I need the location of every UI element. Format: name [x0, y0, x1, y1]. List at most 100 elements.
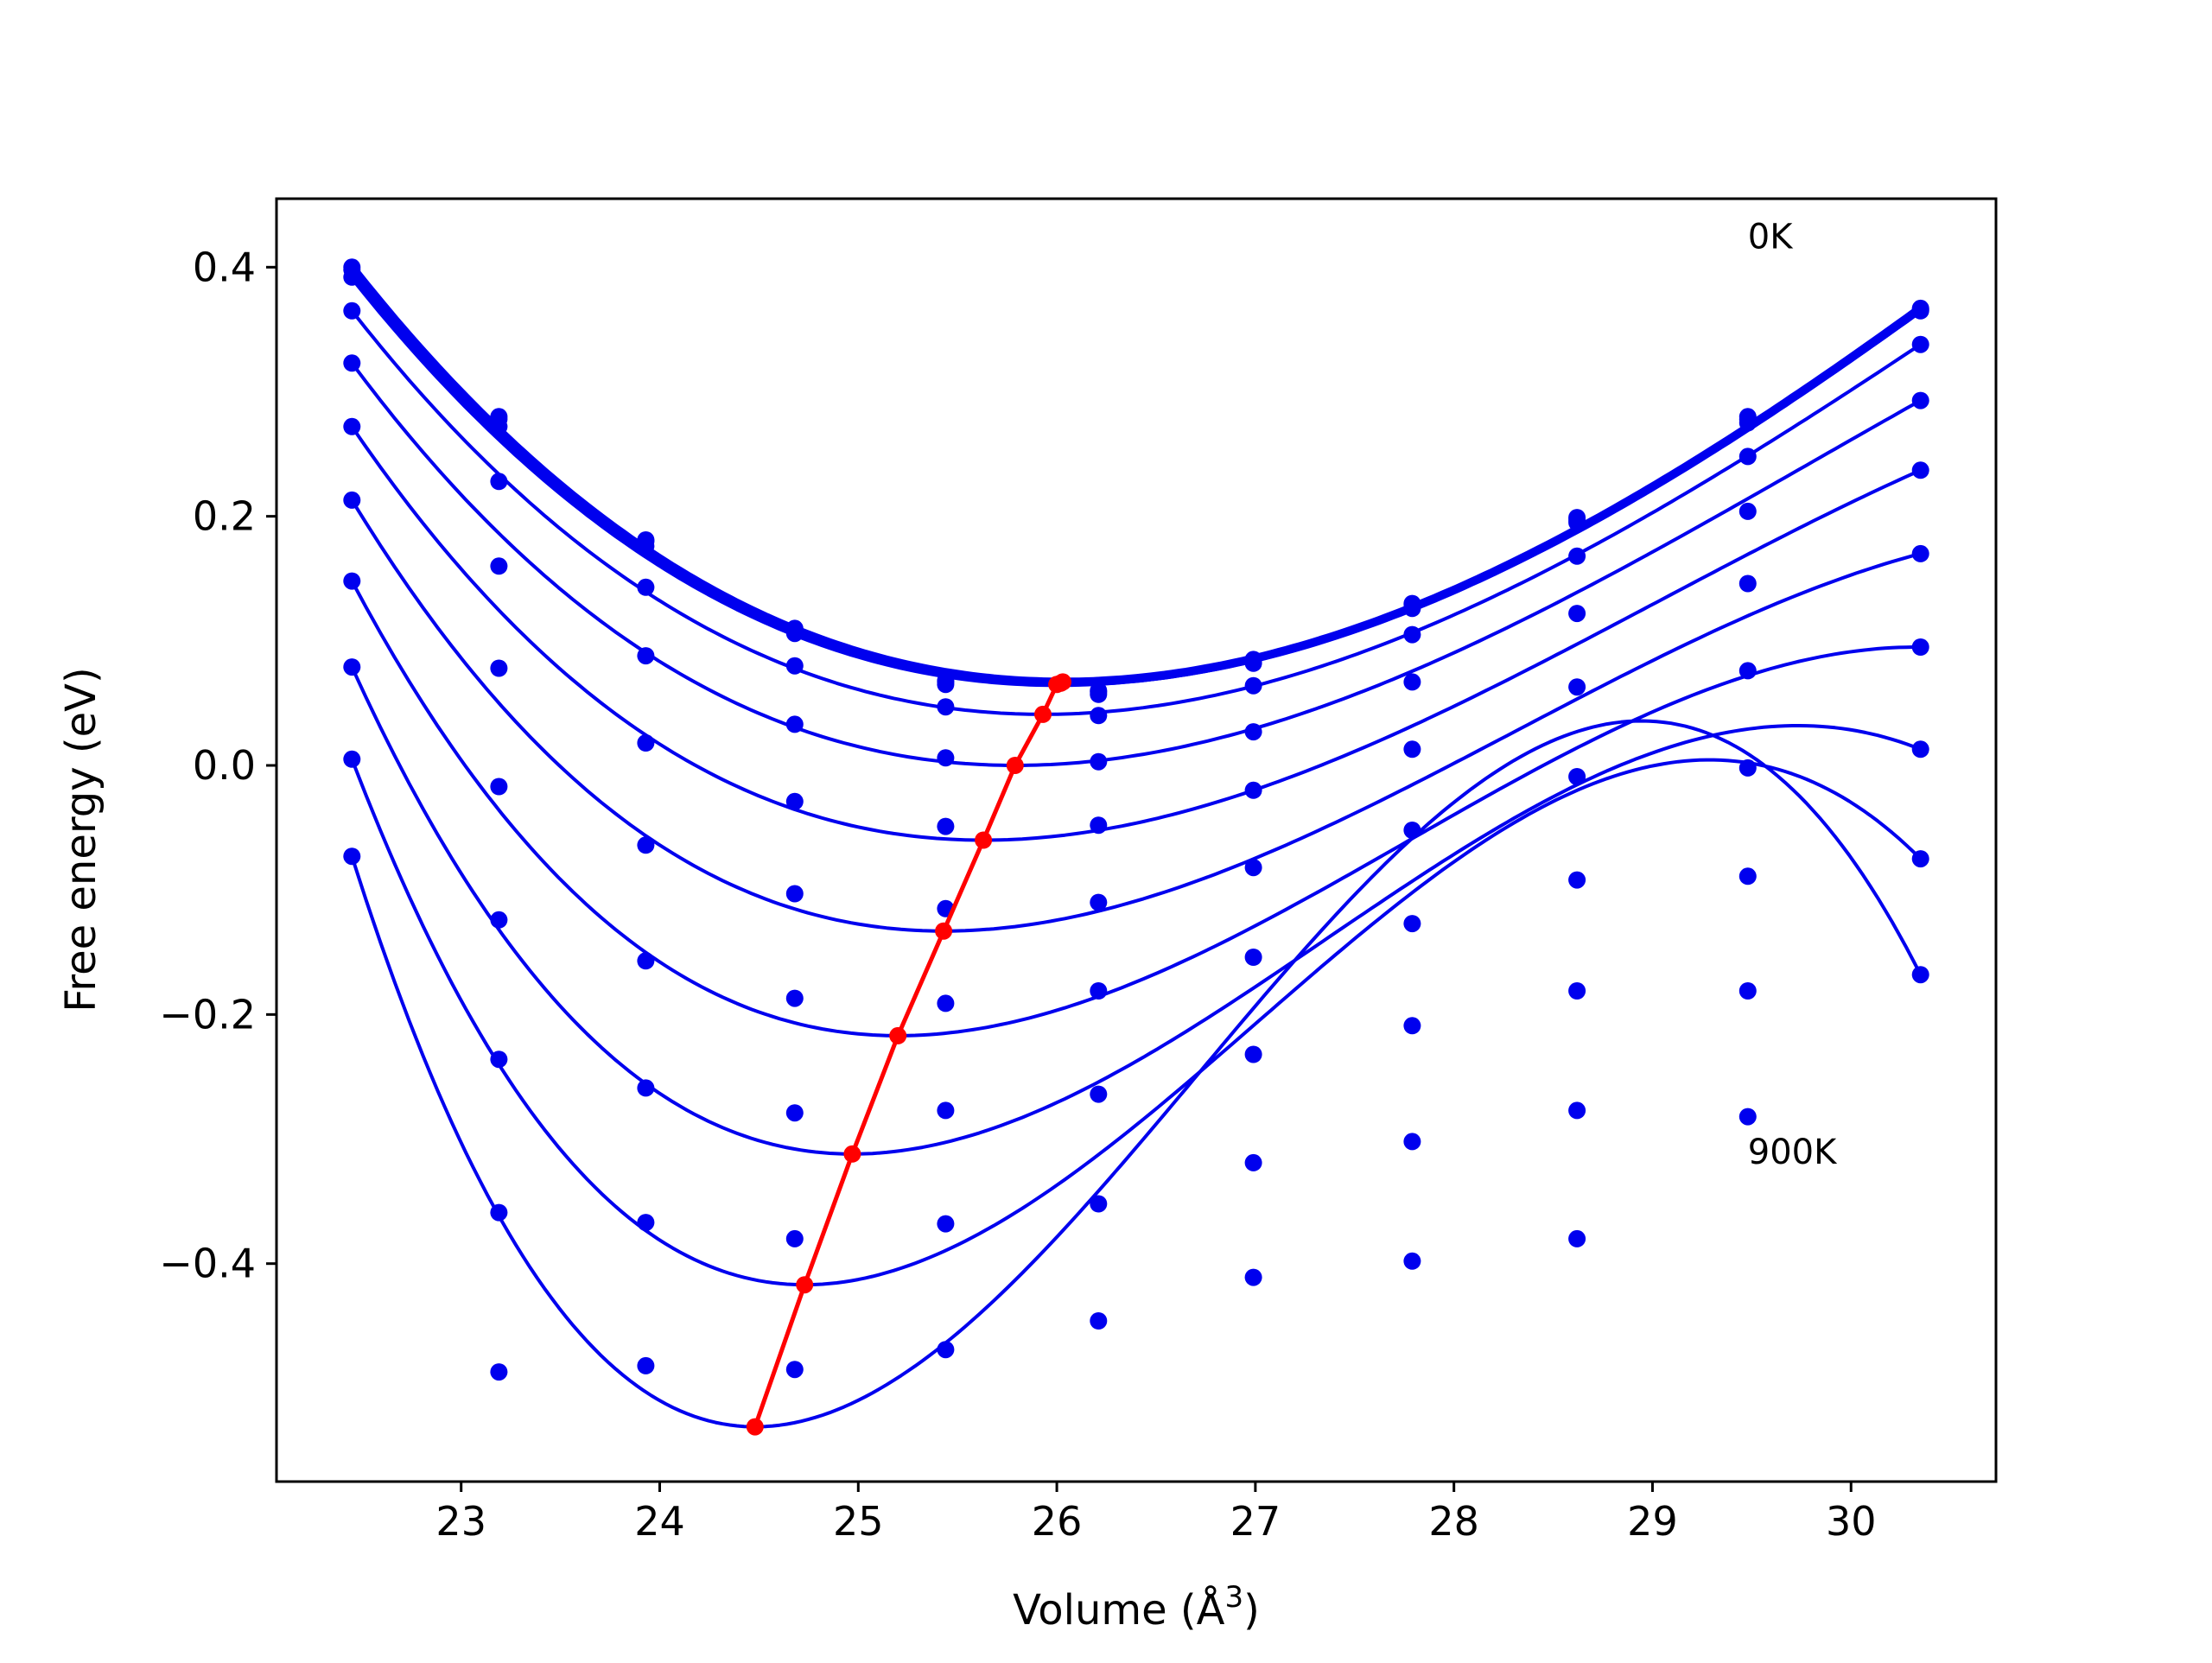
- y-tick-label: 0.0: [193, 742, 256, 789]
- data-point: [1911, 850, 1929, 868]
- minimum-point: [889, 1026, 907, 1044]
- data-point: [1090, 1085, 1108, 1103]
- data-point: [785, 715, 804, 733]
- x-tick-label: 30: [1826, 1498, 1877, 1545]
- data-point: [1090, 893, 1108, 911]
- minimum-line: [746, 673, 1071, 1436]
- data-point: [1911, 391, 1929, 409]
- data-point: [937, 749, 955, 767]
- data-point: [937, 1215, 955, 1233]
- x-axis-label-sup: 3: [1224, 1580, 1243, 1615]
- data-point: [490, 778, 508, 796]
- fit-curve: [350, 666, 1922, 1156]
- data-point: [785, 1229, 804, 1247]
- data-point: [785, 989, 804, 1007]
- fit-curve: [350, 362, 1922, 767]
- x-axis-ticks: 23 24 25 26 27 28 29 30: [435, 1482, 1877, 1545]
- temperature-annotation: 0K: [1748, 217, 1794, 257]
- data-point: [1090, 707, 1108, 725]
- data-point: [343, 491, 361, 509]
- data-point: [937, 817, 955, 835]
- data-point: [1911, 544, 1929, 562]
- data-point: [1403, 915, 1421, 933]
- data-point: [1244, 676, 1262, 695]
- data-point: [637, 1079, 655, 1097]
- data-point: [1738, 414, 1757, 432]
- data-point: [937, 676, 955, 694]
- data-point: [343, 750, 361, 768]
- x-tick-label: 27: [1230, 1498, 1281, 1545]
- data-point: [1568, 678, 1586, 696]
- fit-curve: [350, 425, 1922, 842]
- minimum-point: [796, 1276, 814, 1294]
- data-point: [1244, 1153, 1262, 1171]
- data-point: [1090, 752, 1108, 771]
- data-point: [785, 792, 804, 810]
- x-axis-label-text: Volume (: [1013, 1586, 1197, 1634]
- minimum-point: [935, 922, 953, 940]
- temperature-annotation: 900K: [1748, 1133, 1838, 1172]
- data-point: [1244, 949, 1262, 966]
- data-point: [1403, 822, 1421, 839]
- data-point: [343, 658, 361, 676]
- data-point: [1403, 625, 1421, 644]
- data-point: [1738, 982, 1757, 1000]
- y-axis-label: Free energy (eV): [57, 667, 105, 1012]
- data-point: [637, 734, 655, 752]
- data-point: [1090, 1195, 1108, 1213]
- data-point: [1244, 1045, 1262, 1063]
- data-point: [343, 417, 361, 435]
- x-tick-label: 26: [1032, 1498, 1083, 1545]
- x-tick-label: 28: [1428, 1498, 1479, 1545]
- data-point: [490, 1050, 508, 1069]
- data-point: [785, 885, 804, 903]
- y-axis-ticks: −0.4 −0.2 0.0 0.2 0.4: [159, 244, 276, 1287]
- data-points: [343, 258, 1929, 1381]
- x-tick-label: 23: [435, 1498, 486, 1545]
- data-point: [1911, 638, 1929, 656]
- fit-curve: [350, 758, 1923, 1287]
- y-tick-label: −0.2: [159, 991, 256, 1038]
- data-point: [490, 911, 508, 929]
- data-point: [1568, 982, 1586, 1000]
- data-point: [1090, 816, 1108, 835]
- data-point: [1738, 447, 1757, 466]
- data-point: [343, 572, 361, 590]
- data-point: [1403, 673, 1421, 691]
- x-tick-label: 29: [1627, 1498, 1678, 1545]
- data-point: [343, 354, 361, 372]
- fit-curve: [350, 309, 1922, 716]
- data-point: [1090, 982, 1108, 1000]
- data-point: [1568, 1229, 1586, 1247]
- x-tick-label: 25: [833, 1498, 884, 1545]
- data-point: [1568, 1101, 1586, 1120]
- minimum-point: [746, 1418, 764, 1436]
- minimum-point: [975, 831, 993, 849]
- data-point: [1568, 513, 1586, 531]
- data-point: [1738, 502, 1757, 520]
- data-point: [1911, 461, 1929, 479]
- data-point: [1244, 859, 1262, 877]
- data-point: [490, 659, 508, 677]
- x-tick-label: 24: [634, 1498, 685, 1545]
- data-point: [1403, 600, 1421, 618]
- plot-area-frame: [275, 197, 1998, 1483]
- data-point: [937, 994, 955, 1012]
- data-point: [1090, 1312, 1108, 1330]
- fit-curve: [350, 719, 1923, 1429]
- data-point: [1244, 654, 1262, 672]
- data-point: [1738, 759, 1757, 777]
- data-point: [1738, 574, 1757, 593]
- data-point: [1403, 740, 1421, 759]
- data-point: [1403, 1017, 1421, 1035]
- data-point: [343, 847, 361, 866]
- data-point: [637, 836, 655, 854]
- fit-curves: [348, 264, 1923, 1429]
- x-axis-label-unit: Å: [1197, 1585, 1225, 1634]
- data-point: [343, 268, 361, 286]
- data-point: [1403, 1252, 1421, 1270]
- annotations: 0K 900K: [1748, 217, 1838, 1172]
- data-point: [637, 647, 655, 665]
- minimum-point: [1048, 676, 1066, 694]
